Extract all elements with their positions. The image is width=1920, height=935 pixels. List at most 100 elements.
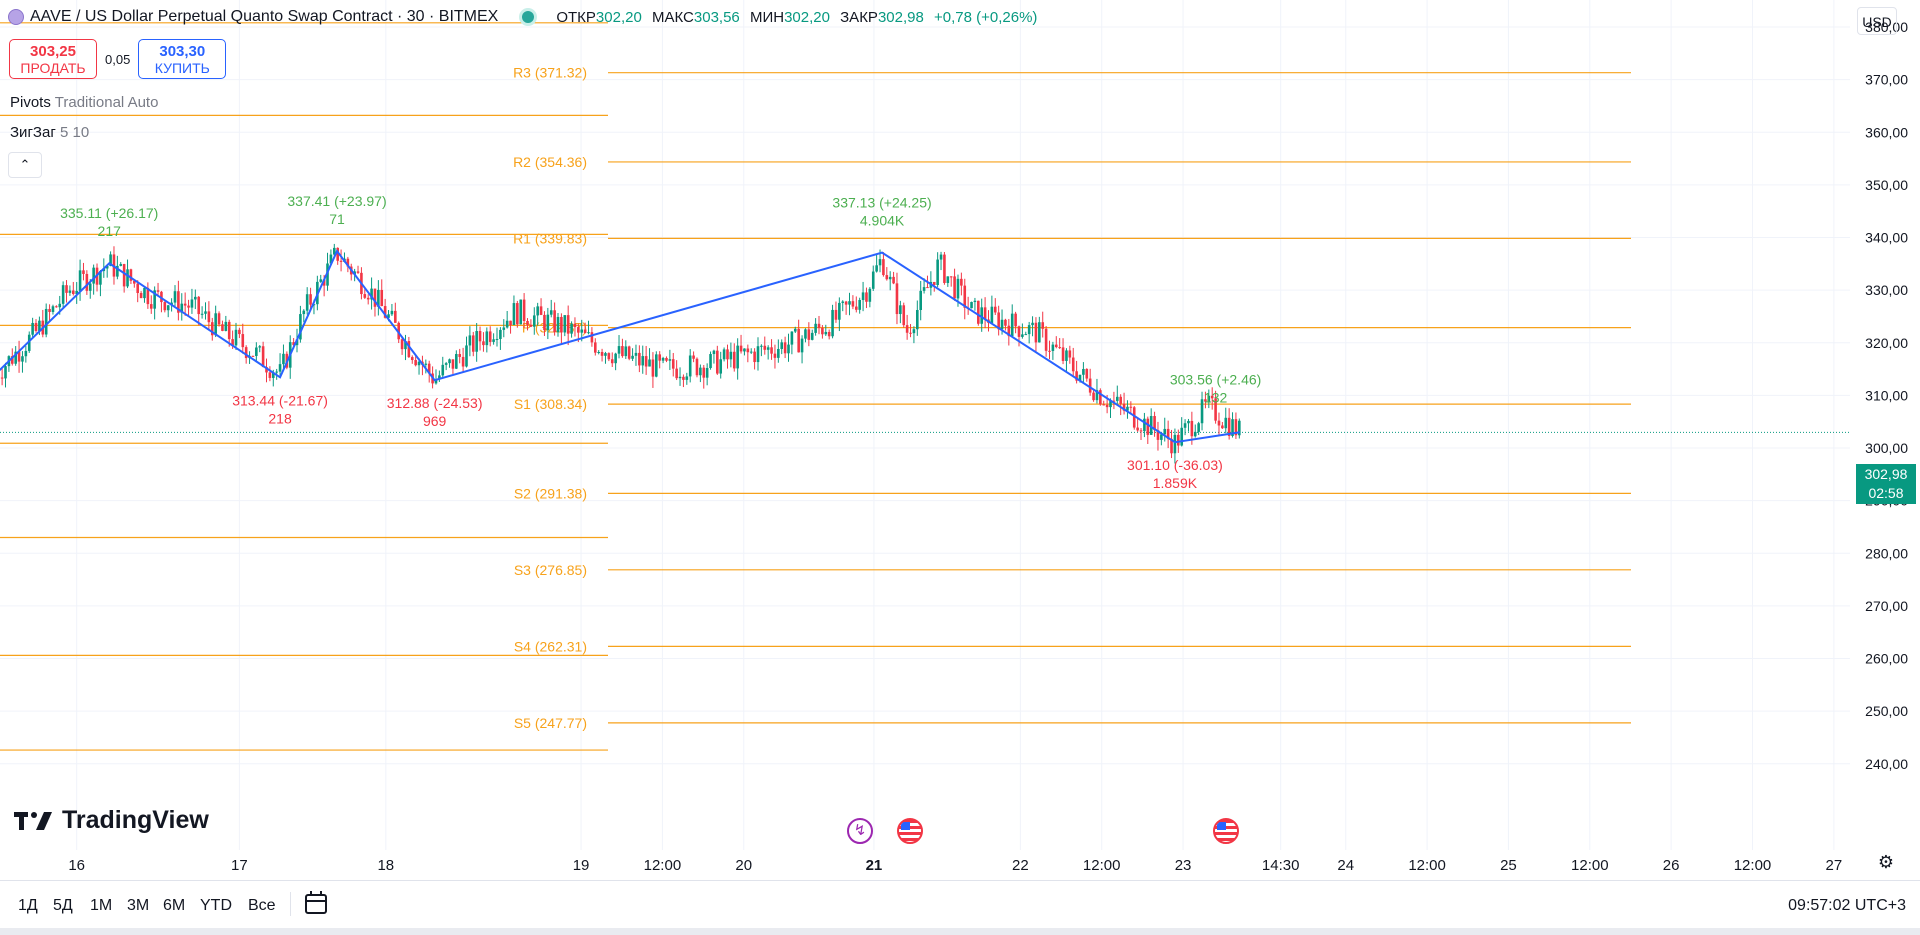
candle-276	[932, 281, 936, 285]
tf-1m[interactable]: 1М	[90, 897, 113, 914]
candle-217	[732, 351, 736, 369]
candle-272	[919, 290, 922, 311]
price-chart[interactable]: R3 (371.32)R2 (354.36)R1 (339.83)P (322.…	[0, 0, 1920, 880]
candle-222	[749, 351, 753, 353]
y-tick-label-7: 310,00	[1865, 387, 1908, 403]
candle-305	[1031, 322, 1034, 326]
tf-all[interactable]: Все	[248, 897, 276, 914]
gear-icon[interactable]: ⚙	[1877, 852, 1895, 872]
candle-252	[851, 301, 855, 307]
candle-121	[407, 341, 411, 358]
candle-213	[719, 359, 723, 374]
us-flag-event-icon[interactable]	[897, 818, 923, 844]
collapse-indicators-button[interactable]: ⌃	[8, 152, 42, 178]
candle-177	[597, 352, 600, 354]
candle-244	[824, 331, 828, 335]
currency-selector[interactable]: USD	[1857, 7, 1897, 35]
candle-167	[563, 315, 567, 333]
spread-value: 0,05	[105, 51, 131, 67]
candle-363	[1227, 417, 1231, 436]
candle-343	[1160, 434, 1163, 440]
candle-60	[200, 313, 204, 315]
candle-362	[1224, 417, 1228, 429]
candle-219	[739, 345, 743, 352]
candle-246	[831, 309, 834, 337]
y-tick-label-4: 340,00	[1865, 230, 1908, 246]
candle-271	[916, 310, 919, 330]
utc-clock[interactable]: 09:57:02 UTC+3	[1788, 897, 1906, 914]
candle-277	[936, 259, 939, 285]
tf-5d[interactable]: 5Д	[53, 897, 73, 914]
x-tick-label-3: 19	[573, 857, 590, 874]
open-label: ОТКР	[556, 8, 596, 26]
candle-258	[871, 271, 875, 289]
candle-148	[499, 329, 502, 339]
candle-303	[1024, 334, 1028, 336]
indicator-pivots[interactable]: Pivots Traditional Auto	[10, 94, 158, 111]
candle-164	[553, 310, 556, 333]
candle-284	[960, 278, 963, 286]
candle-53	[177, 291, 180, 313]
candle-42	[139, 293, 143, 299]
candle-130	[438, 375, 441, 380]
candle-242	[817, 323, 821, 328]
candle-37	[122, 264, 126, 287]
candle-231	[780, 342, 784, 349]
candle-134	[451, 359, 455, 369]
candle-71	[238, 329, 241, 335]
x-tick-label-8: 12:00	[1083, 857, 1121, 874]
candle-310	[1048, 350, 1051, 352]
candle-186	[627, 346, 631, 359]
candle-211	[712, 350, 716, 355]
us-flag-event-icon-2[interactable]	[1213, 818, 1239, 844]
candle-245	[827, 331, 831, 337]
candle-58	[194, 296, 197, 300]
candle-78	[261, 346, 265, 367]
candle-198	[668, 359, 672, 361]
candle-298	[1007, 325, 1011, 337]
candle-321	[1085, 368, 1089, 379]
candle-356	[1204, 399, 1207, 402]
candle-206	[695, 358, 699, 376]
candle-82	[275, 371, 278, 373]
buy-button[interactable]: 303,30 КУПИТЬ	[138, 39, 227, 79]
indicator-zigzag[interactable]: ЗигЗаг 5 10	[10, 124, 89, 141]
bottom-strip	[0, 928, 1920, 935]
candle-154	[519, 299, 523, 325]
candle-75	[251, 355, 255, 357]
x-tick-label-6: 21	[866, 857, 883, 874]
zigzag-name: ЗигЗаг	[10, 124, 56, 141]
candle-33	[109, 254, 112, 266]
candle-57	[190, 299, 194, 308]
candle-318	[1075, 371, 1078, 381]
sell-button[interactable]: 303,25 ПРОДАТЬ	[9, 39, 97, 79]
tf-1d[interactable]: 1Д	[18, 897, 38, 914]
high-value: 303,56	[693, 8, 740, 26]
tf-6m[interactable]: 6М	[163, 897, 186, 914]
tf-ytd[interactable]: YTD	[200, 897, 232, 914]
candle-232	[783, 342, 787, 354]
tf-3m[interactable]: 3М	[127, 897, 150, 914]
candle-279	[943, 254, 946, 283]
candle-90	[302, 310, 306, 315]
candle-79	[265, 366, 268, 373]
candle-28	[92, 267, 95, 284]
symbol-title[interactable]: AAVE / US Dollar Perpetual Quanto Swap C…	[30, 8, 499, 25]
candle-259	[875, 265, 878, 272]
candle-142	[478, 331, 482, 342]
candle-334	[1129, 406, 1133, 408]
candle-67	[224, 321, 228, 331]
candle-147	[495, 338, 499, 340]
candle-281	[949, 276, 953, 278]
candle-35	[116, 265, 119, 277]
low-label: МИН	[749, 8, 785, 26]
candle-312	[1054, 344, 1058, 348]
candles	[0, 243, 1241, 464]
flash-event-icon[interactable]: ↯	[847, 818, 873, 844]
candle-21	[68, 290, 72, 293]
chart-header: AAVE / US Dollar Perpetual Quanto Swap C…	[8, 8, 1037, 26]
candle-10	[31, 322, 34, 335]
y-tick-label-3: 350,00	[1865, 177, 1908, 193]
calendar-icon[interactable]	[305, 891, 327, 914]
time-axis: 16 17 18 19 12:00 20 21 22 12:00 23 14:30 24 12:00 25…	[68, 857, 1842, 874]
